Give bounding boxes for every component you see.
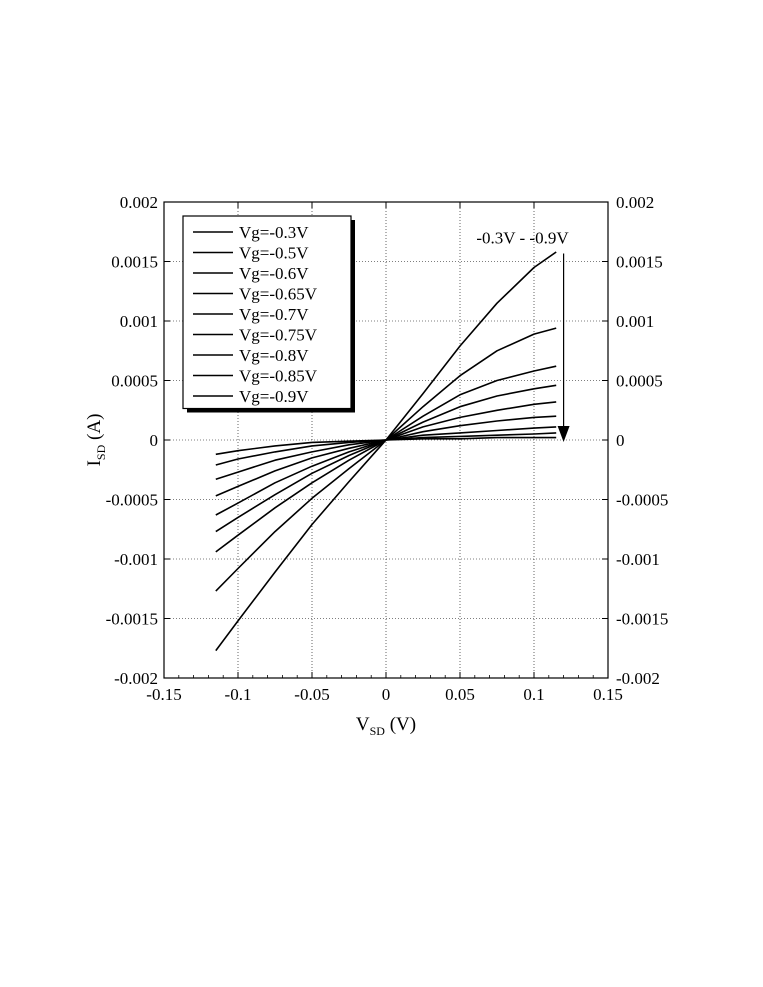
y-tick-label-right: -0.0015 xyxy=(616,610,668,629)
y-tick-label: 0.0005 xyxy=(111,372,158,391)
series-line xyxy=(215,436,557,456)
y-axis-label-unit: (A) xyxy=(84,414,105,445)
legend-label: Vg=-0.6V xyxy=(239,264,309,283)
x-tick-label: 0.05 xyxy=(445,685,475,704)
legend-label: Vg=-0.5V xyxy=(239,244,309,263)
series-lines xyxy=(215,251,557,652)
x-tick-label: -0.1 xyxy=(225,685,252,704)
x-axis-label-sub: SD xyxy=(370,724,386,738)
y-tick-label-right: 0.0005 xyxy=(616,372,663,391)
y-tick-label: -0.0005 xyxy=(106,491,158,510)
y-tick-label-right: -0.002 xyxy=(616,669,660,688)
legend-items: Vg=-0.3VVg=-0.5VVg=-0.6VVg=-0.65VVg=-0.7… xyxy=(193,223,318,406)
y-tick-label: 0.0015 xyxy=(111,253,158,272)
x-axis-label-main: V xyxy=(356,714,370,735)
x-axis-label: VSD (V) xyxy=(356,714,416,738)
annotation-arrowhead xyxy=(557,426,570,442)
legend-label: Vg=-0.85V xyxy=(239,367,318,386)
annotation: -0.3V - -0.9V xyxy=(476,229,570,442)
legend-label: Vg=-0.9V xyxy=(239,387,309,406)
y-tick-label: -0.001 xyxy=(114,550,158,569)
legend-box xyxy=(182,215,352,410)
y-tick-label-right: 0.001 xyxy=(616,312,654,331)
annotation-text: -0.3V - -0.9V xyxy=(476,229,569,248)
series-line xyxy=(215,415,557,497)
legend-label: Vg=-0.75V xyxy=(239,326,318,345)
y-tick-label-right: -0.001 xyxy=(616,550,660,569)
y-tick-label: 0.001 xyxy=(120,312,158,331)
y-axis-label-main: I xyxy=(84,460,105,466)
y-tick-label: 0 xyxy=(150,431,159,450)
x-tick-label: 0.1 xyxy=(523,685,544,704)
legend: Vg=-0.3VVg=-0.5VVg=-0.6VVg=-0.65VVg=-0.7… xyxy=(182,215,355,413)
legend-label: Vg=-0.7V xyxy=(239,305,309,324)
y-tick-label: -0.002 xyxy=(114,669,158,688)
y-tick-label: -0.0015 xyxy=(106,610,158,629)
x-tick-label: -0.05 xyxy=(294,685,329,704)
y-axis-label-sub: SD xyxy=(94,444,108,460)
x-tick-label: 0.15 xyxy=(593,685,623,704)
y-tick-label: 0.002 xyxy=(120,193,158,212)
y-tick-label-right: 0 xyxy=(616,431,625,450)
y-axis-label: ISD (A) xyxy=(84,414,108,467)
x-axis-label-unit: (V) xyxy=(385,714,416,735)
axis-ticks: -0.15 -0.1 -0.05 0 0.05 0.1 0.15-0.002 -0.002-0… xyxy=(106,193,669,704)
legend-label: Vg=-0.8V xyxy=(239,346,309,365)
legend-label: Vg=-0.65V xyxy=(239,285,318,304)
x-tick-label: 0 xyxy=(382,685,391,704)
legend-label: Vg=-0.3V xyxy=(239,223,309,242)
y-tick-label-right: -0.0005 xyxy=(616,491,668,510)
y-tick-label-right: 0.002 xyxy=(616,193,654,212)
x-tick-label: -0.15 xyxy=(146,685,181,704)
y-tick-label-right: 0.0015 xyxy=(616,253,663,272)
